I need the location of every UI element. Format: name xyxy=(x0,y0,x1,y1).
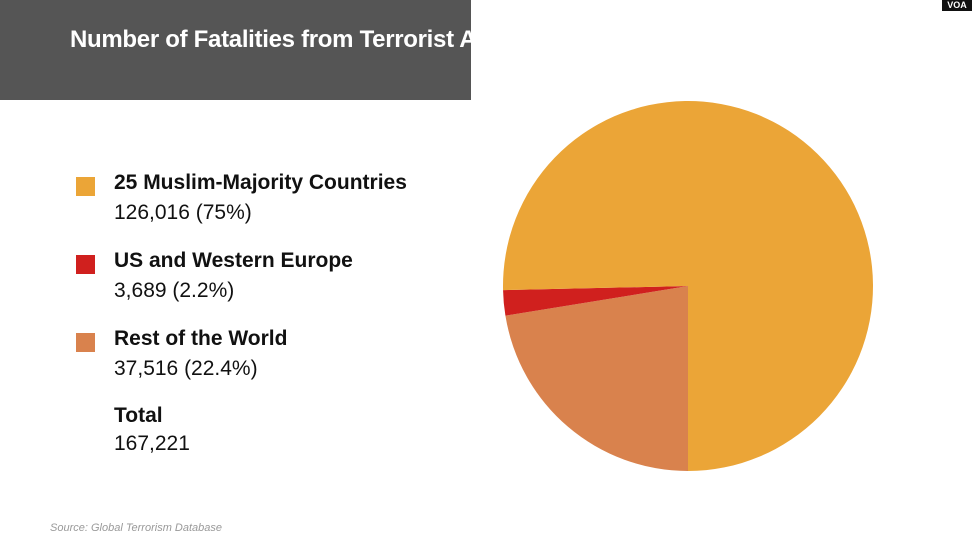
chart-title-main: Number of Fatalities from Terrorist Atta… xyxy=(70,26,544,53)
legend-item-muslim-majority: 25 Muslim-Majority Countries 126,016 (75… xyxy=(76,171,476,249)
pie-slice-muslim-majority xyxy=(503,101,873,472)
legend-label-us-western-europe: US and Western Europe xyxy=(114,249,353,272)
legend-swatch-us-western-europe xyxy=(76,255,95,274)
legend-item-us-western-europe: US and Western Europe 3,689 (2.2%) xyxy=(76,249,476,327)
legend: 25 Muslim-Majority Countries 126,016 (75… xyxy=(76,171,476,405)
pie-chart xyxy=(503,101,873,472)
chart-title: Number of Fatalities from Terrorist Atta… xyxy=(70,26,663,53)
pie-slice-us-western-europe xyxy=(503,286,688,316)
legend-value-muslim-majority: 126,016 (75%) xyxy=(114,201,252,224)
source-note: Source: Global Terrorism Database xyxy=(50,522,223,534)
title-bar xyxy=(0,0,471,100)
legend-swatch-rest-of-world xyxy=(76,333,95,352)
legend-value-us-western-europe: 3,689 (2.2%) xyxy=(114,279,235,302)
legend-label-muslim-majority: 25 Muslim-Majority Countries xyxy=(114,171,407,194)
pie-slice-rest-of-world xyxy=(505,286,688,471)
total-value: 167,221 xyxy=(114,432,190,455)
legend-label-rest-of-world: Rest of the World xyxy=(114,327,288,350)
total-label: Total xyxy=(114,404,163,427)
legend-swatch-muslim-majority xyxy=(76,177,95,196)
voa-logo: VOA xyxy=(942,0,972,11)
total-block: Total 167,221 xyxy=(114,404,190,456)
chart-title-years: 2001-2015 xyxy=(550,26,663,53)
legend-item-rest-of-world: Rest of the World 37,516 (22.4%) xyxy=(76,327,476,405)
legend-value-rest-of-world: 37,516 (22.4%) xyxy=(114,357,258,380)
